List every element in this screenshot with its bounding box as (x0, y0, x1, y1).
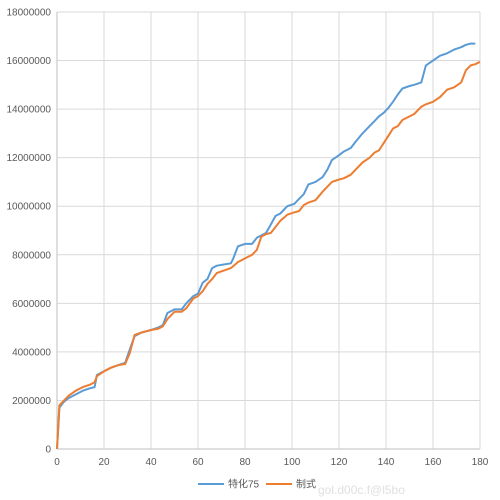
legend: 特化75 制式 (198, 478, 316, 491)
x-tick-label: 0 (54, 457, 60, 468)
x-tick-label: 100 (284, 457, 301, 468)
y-tick-label: 8000000 (12, 250, 51, 261)
series-lines (56, 42, 481, 450)
axes (56, 12, 480, 450)
watermark-text: gol.d00c.f@l5bo (318, 483, 405, 497)
x-tick-label: 120 (331, 457, 348, 468)
y-tick-label: 14000000 (7, 105, 52, 116)
legend-label-2: 制式 (296, 478, 316, 491)
series-line-2 (56, 60, 481, 450)
gridlines (57, 11, 481, 449)
tick-labels: 0 2000000 4000000 6000000 8000000 10000000 120… (7, 8, 489, 469)
x-tick-label: 140 (378, 457, 395, 468)
y-tick-label: 0 (45, 445, 51, 456)
x-tick-label: 60 (192, 457, 204, 468)
series-line-1 (56, 42, 476, 450)
y-tick-label: 12000000 (7, 153, 52, 164)
y-tick-label: 4000000 (12, 347, 51, 358)
y-tick-label: 10000000 (7, 202, 52, 213)
x-tick-label: 20 (98, 457, 110, 468)
x-tick-label: 80 (239, 457, 251, 468)
y-tick-label: 2000000 (12, 396, 51, 407)
x-tick-label: 40 (145, 457, 157, 468)
y-tick-label: 6000000 (12, 299, 51, 310)
x-tick-label: 160 (425, 457, 442, 468)
y-tick-label: 18000000 (7, 8, 52, 19)
y-tick-label: 16000000 (7, 56, 52, 67)
x-tick-label: 180 (472, 457, 489, 468)
legend-label-1: 特化75 (228, 478, 260, 491)
